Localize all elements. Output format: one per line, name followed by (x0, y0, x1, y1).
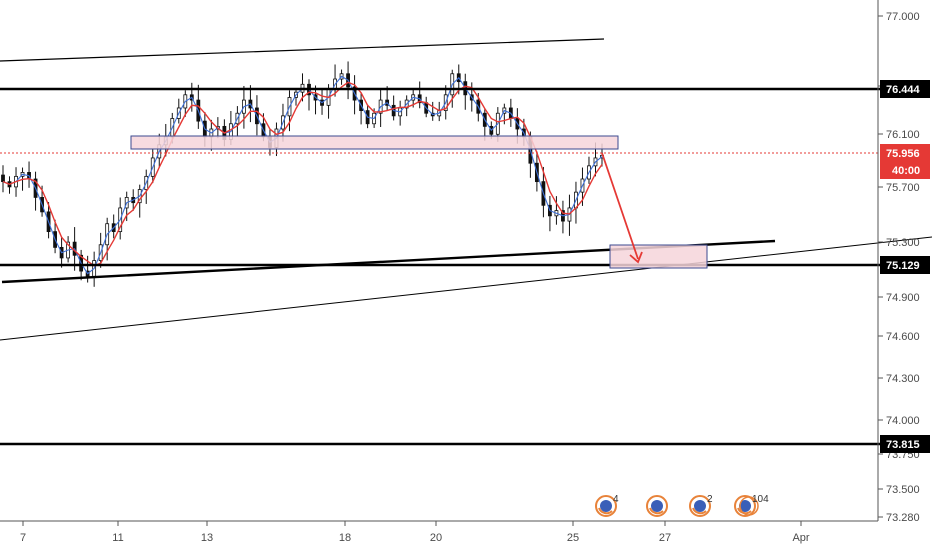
svg-text:40:00: 40:00 (892, 165, 920, 177)
y-tick-label: 73.280 (886, 512, 920, 524)
event-count: 2 (707, 494, 713, 505)
event-count: 104 (752, 494, 769, 505)
events-layer: 4 2 104 (595, 494, 769, 517)
level-price-badge: 76.444 (880, 80, 930, 98)
svg-text:75.956: 75.956 (886, 148, 920, 160)
lower-trendline[interactable] (0, 236, 932, 341)
svg-text:73.815: 73.815 (886, 439, 920, 451)
moving-average-red (2, 81, 603, 267)
svg-text:76.444: 76.444 (886, 84, 921, 96)
x-tick-label: 27 (659, 532, 671, 544)
x-axis-ticks: 7 11 13 18 20 25 27 Apr (20, 521, 810, 544)
x-tick-label: 25 (567, 532, 579, 544)
y-tick-label: 73.500 (886, 484, 920, 496)
x-tick-label: 7 (20, 532, 26, 544)
resistance-zone[interactable] (130, 135, 619, 150)
current-price-badge: 75.956 40:00 (880, 144, 930, 179)
y-tick-label: 74.600 (886, 331, 920, 343)
y-tick-label: 76.100 (886, 129, 920, 141)
plot-area[interactable] (0, 0, 878, 521)
event-icon[interactable] (646, 495, 668, 517)
event-count: 4 (613, 494, 619, 505)
event-icon[interactable]: 104 (734, 494, 769, 517)
x-tick-label: 18 (339, 532, 351, 544)
x-tick-label: 20 (430, 532, 442, 544)
y-tick-label: 75.300 (886, 237, 920, 249)
y-tick-label: 74.000 (886, 415, 920, 427)
projection-arrow[interactable] (601, 152, 643, 264)
event-icon[interactable]: 4 (595, 494, 619, 517)
upper-trendline[interactable] (0, 38, 605, 62)
y-tick-label: 74.900 (886, 292, 920, 304)
svg-text:75.129: 75.129 (886, 260, 920, 272)
level-price-badge: 73.815 (880, 435, 930, 453)
x-tick-label: 13 (201, 532, 213, 544)
price-badges: 76.444 75.129 73.815 75.956 40:00 (880, 80, 930, 453)
y-tick-label: 77.000 (886, 11, 920, 23)
y-tick-label: 75.700 (886, 182, 920, 194)
y-tick-label: 74.300 (886, 373, 920, 385)
x-tick-label: 11 (112, 532, 123, 544)
level-price-badge: 75.129 (880, 256, 930, 274)
target-zone[interactable] (609, 244, 708, 269)
x-tick-label: Apr (792, 532, 809, 544)
event-icon[interactable]: 2 (689, 494, 713, 517)
